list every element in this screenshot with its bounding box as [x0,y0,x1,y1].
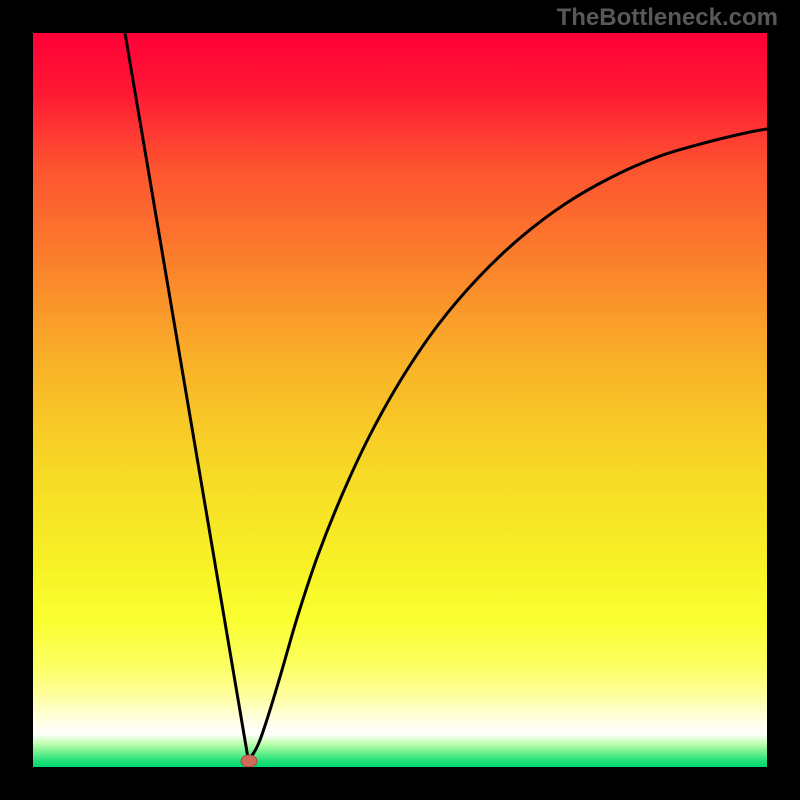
optimum-marker [241,755,257,767]
watermark-text: TheBottleneck.com [557,4,778,32]
bottleneck-chart [0,0,800,800]
